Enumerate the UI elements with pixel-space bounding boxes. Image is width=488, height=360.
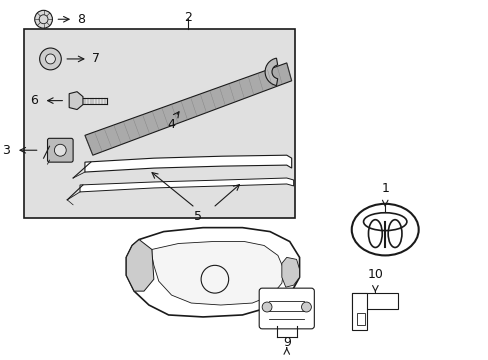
- Wedge shape: [264, 58, 277, 86]
- Circle shape: [45, 54, 55, 64]
- Text: 6: 6: [30, 94, 38, 107]
- Text: 3: 3: [2, 144, 10, 157]
- Circle shape: [40, 48, 61, 70]
- Polygon shape: [126, 239, 154, 291]
- Circle shape: [35, 10, 52, 28]
- Text: 10: 10: [366, 268, 383, 281]
- Circle shape: [262, 302, 271, 312]
- FancyBboxPatch shape: [47, 138, 73, 162]
- Bar: [24, 29, 294, 218]
- Polygon shape: [126, 228, 299, 317]
- Text: 4: 4: [167, 118, 175, 131]
- Polygon shape: [85, 155, 291, 172]
- Text: 1: 1: [381, 182, 388, 195]
- Text: 9: 9: [282, 336, 290, 349]
- Polygon shape: [69, 92, 83, 109]
- Text: 8: 8: [77, 13, 85, 26]
- Text: 7: 7: [92, 53, 100, 66]
- Circle shape: [54, 144, 66, 156]
- Polygon shape: [80, 178, 293, 192]
- Text: 2: 2: [184, 11, 192, 24]
- Polygon shape: [85, 63, 291, 155]
- Bar: [356, 313, 364, 325]
- FancyBboxPatch shape: [351, 293, 397, 309]
- Polygon shape: [152, 242, 283, 305]
- Text: 5: 5: [194, 210, 202, 223]
- FancyBboxPatch shape: [351, 293, 367, 330]
- FancyBboxPatch shape: [259, 288, 314, 329]
- Circle shape: [301, 302, 311, 312]
- Polygon shape: [281, 257, 299, 287]
